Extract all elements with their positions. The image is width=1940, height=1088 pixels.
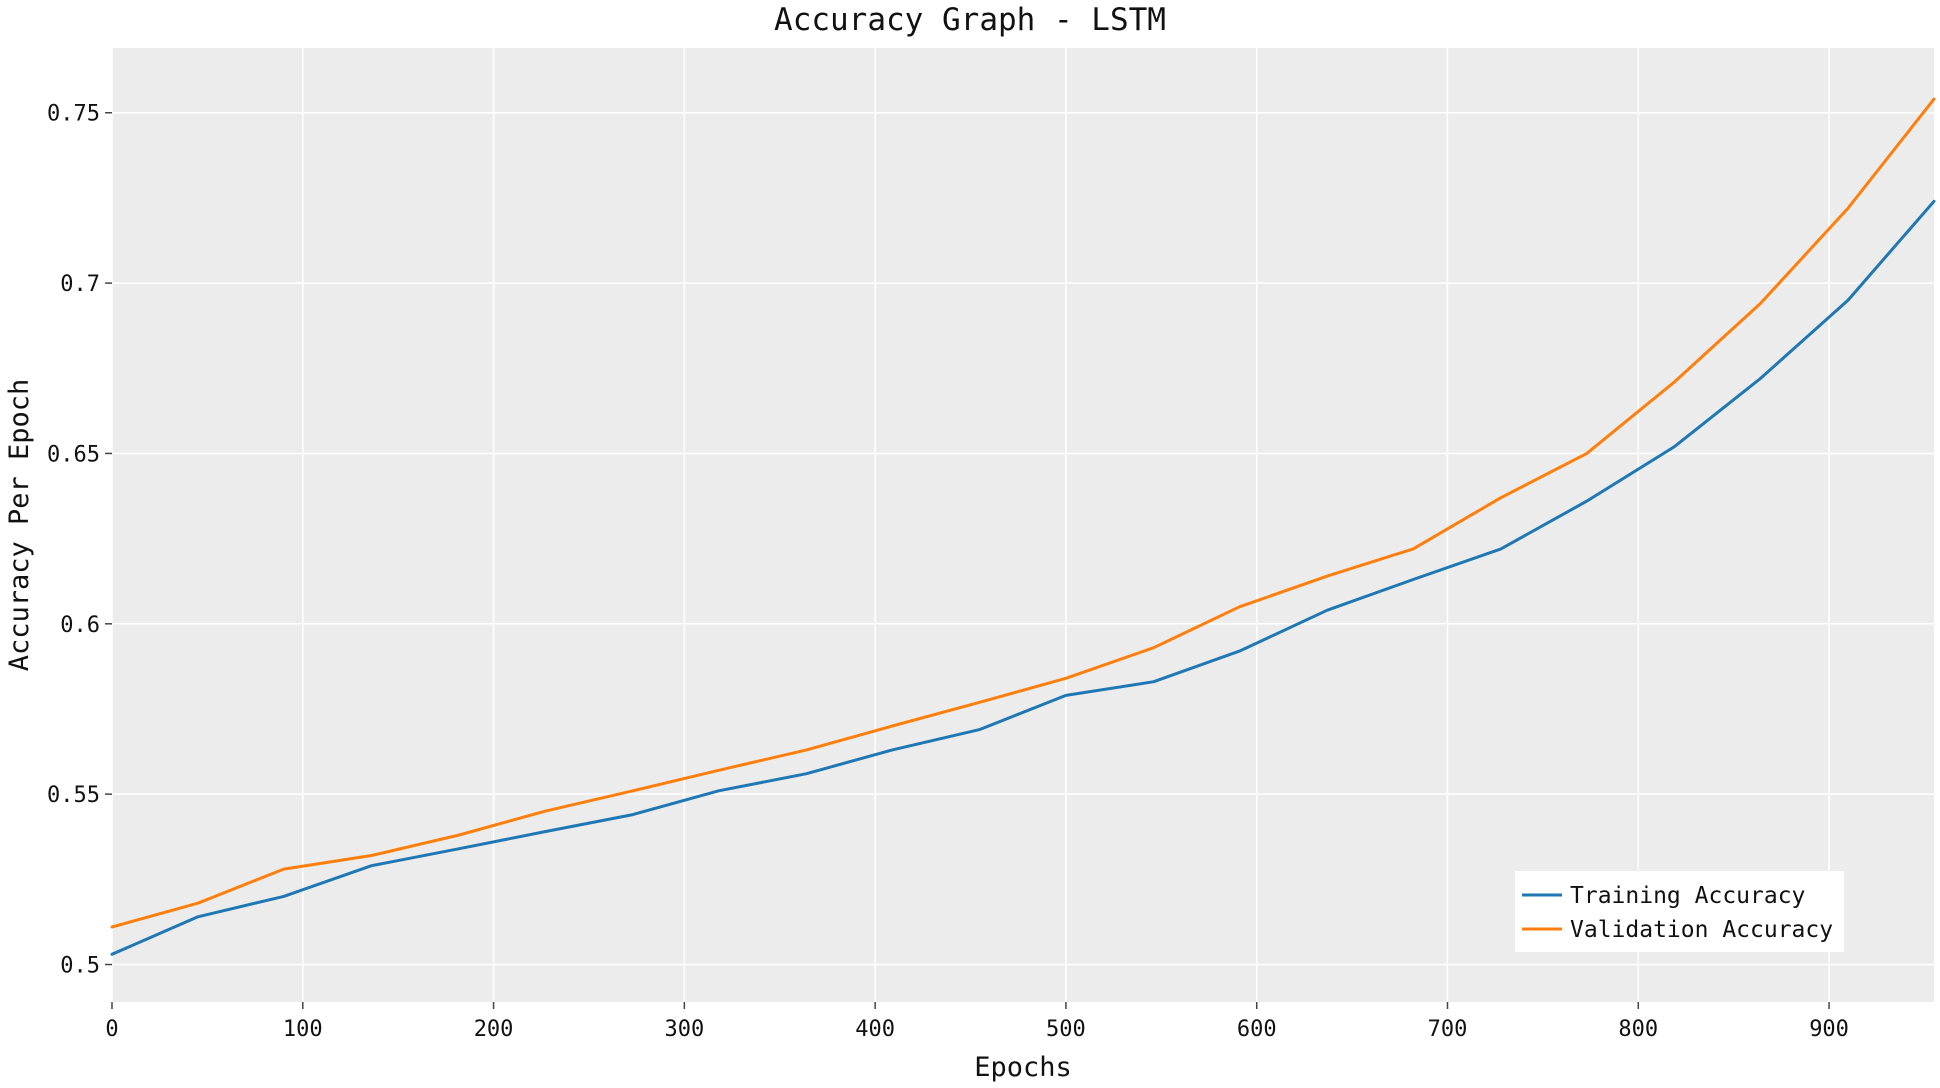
x-tick-label: 600: [1237, 1017, 1277, 1042]
y-tick-label: 0.7: [60, 272, 100, 297]
x-tick-label: 400: [855, 1017, 895, 1042]
x-tick-label: 800: [1618, 1017, 1658, 1042]
series-line-validation-accuracy: [110, 97, 1936, 929]
y-tick-label: 0.55: [47, 783, 100, 808]
x-gridlines: [111, 48, 1830, 1002]
x-tick-label: 700: [1428, 1017, 1468, 1042]
x-tick-label: 0: [105, 1017, 118, 1042]
x-axis: 0 100 200 300 400 500 600 700 800 900: [105, 1002, 1849, 1042]
y-tick-label: 0.75: [47, 102, 100, 127]
y-tick-label: 0.5: [60, 954, 100, 979]
legend-label-validation: Validation Accuracy: [1570, 917, 1833, 943]
y-axis-label: Accuracy Per Epoch: [4, 379, 35, 672]
plot-area: [112, 48, 1934, 1002]
y-axis: 0.5 0.55 0.6 0.65 0.7 0.75: [47, 102, 112, 979]
x-tick-label: 300: [664, 1017, 704, 1042]
x-tick-label: 500: [1046, 1017, 1086, 1042]
legend-box: [1515, 871, 1844, 952]
y-tick-label: 0.65: [47, 442, 100, 467]
x-tick-label: 100: [283, 1017, 323, 1042]
x-tick-label: 900: [1809, 1017, 1849, 1042]
series-line-training-accuracy: [110, 199, 1936, 956]
y-tick-label: 0.6: [60, 613, 100, 638]
legend: Training Accuracy Validation Accuracy: [1515, 871, 1844, 952]
x-tick-label: 200: [474, 1017, 514, 1042]
legend-label-training: Training Accuracy: [1570, 883, 1805, 909]
chart-title: Accuracy Graph - LSTM: [774, 2, 1166, 38]
x-axis-label: Epochs: [974, 1052, 1072, 1083]
y-gridlines: [112, 111, 1934, 966]
series-layer: [110, 97, 1936, 956]
